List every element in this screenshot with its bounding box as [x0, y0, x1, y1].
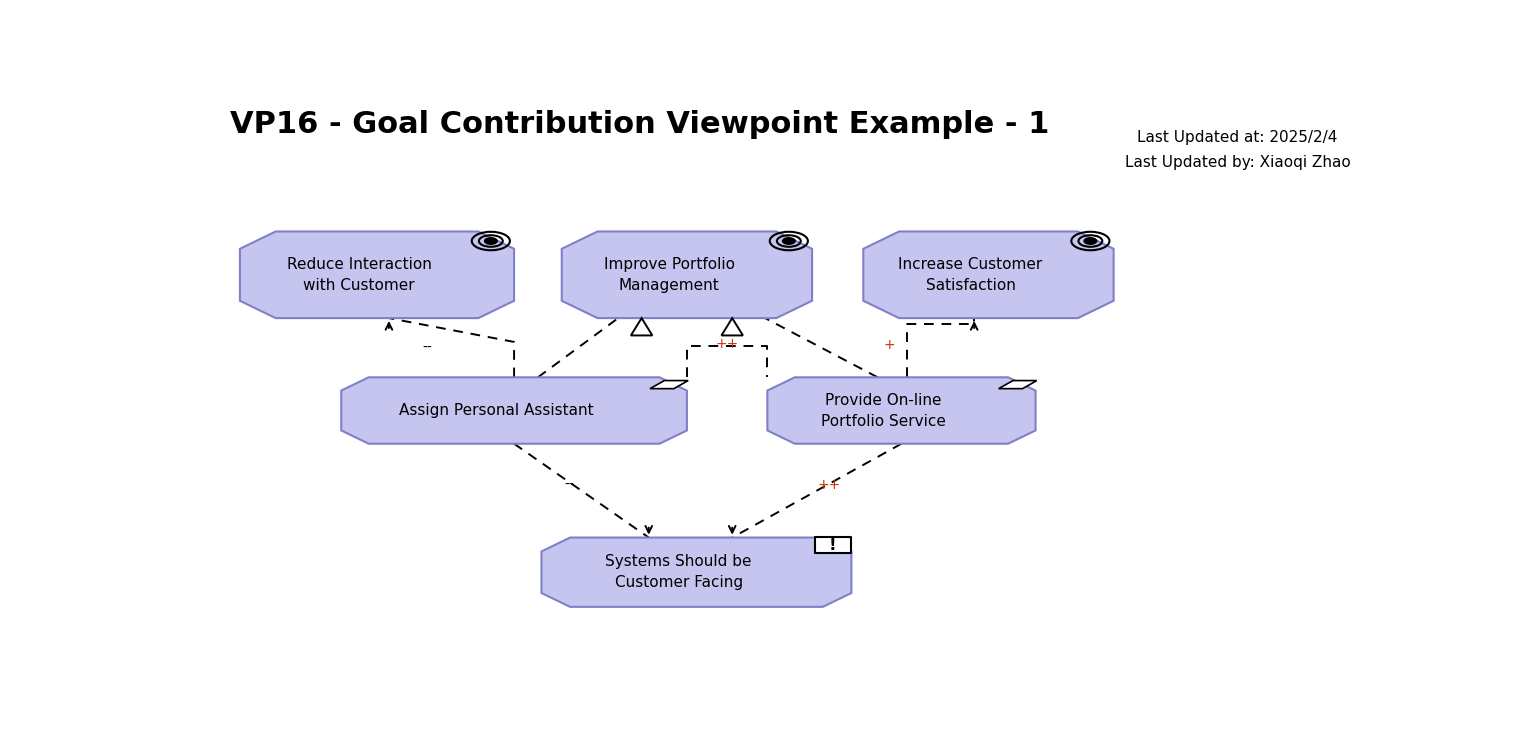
- Text: ++: ++: [715, 337, 738, 351]
- Text: Last Updated by: Xiaoqi Zhao: Last Updated by: Xiaoqi Zhao: [1124, 155, 1350, 170]
- Circle shape: [484, 238, 497, 244]
- Text: Systems Should be
Customer Facing: Systems Should be Customer Facing: [606, 554, 752, 590]
- Text: Last Updated at: 2025/2/4: Last Updated at: 2025/2/4: [1138, 130, 1338, 146]
- Text: Increase Customer
Satisfaction: Increase Customer Satisfaction: [898, 256, 1043, 292]
- Text: VP16 - Goal Contribution Viewpoint Example - 1: VP16 - Goal Contribution Viewpoint Examp…: [229, 110, 1049, 140]
- Text: Provide On-line
Portfolio Service: Provide On-line Portfolio Service: [821, 392, 946, 428]
- Text: --: --: [423, 340, 432, 355]
- Circle shape: [783, 238, 795, 244]
- Text: Assign Personal Assistant: Assign Personal Assistant: [398, 403, 594, 418]
- Text: Reduce Interaction
with Customer: Reduce Interaction with Customer: [286, 256, 432, 292]
- Bar: [815, 538, 851, 553]
- Polygon shape: [998, 380, 1037, 388]
- Text: --: --: [564, 478, 574, 492]
- Polygon shape: [631, 318, 652, 335]
- Polygon shape: [341, 377, 687, 444]
- Text: !: !: [829, 536, 837, 554]
- Polygon shape: [721, 318, 743, 335]
- Polygon shape: [651, 380, 687, 388]
- Polygon shape: [561, 232, 812, 318]
- Polygon shape: [863, 232, 1114, 318]
- Polygon shape: [541, 538, 852, 607]
- Text: ++: ++: [817, 478, 840, 492]
- Text: Improve Portfolio
Management: Improve Portfolio Management: [603, 256, 735, 292]
- Polygon shape: [767, 377, 1035, 444]
- Polygon shape: [240, 232, 514, 318]
- Text: +: +: [884, 338, 895, 352]
- Circle shape: [1084, 238, 1097, 244]
